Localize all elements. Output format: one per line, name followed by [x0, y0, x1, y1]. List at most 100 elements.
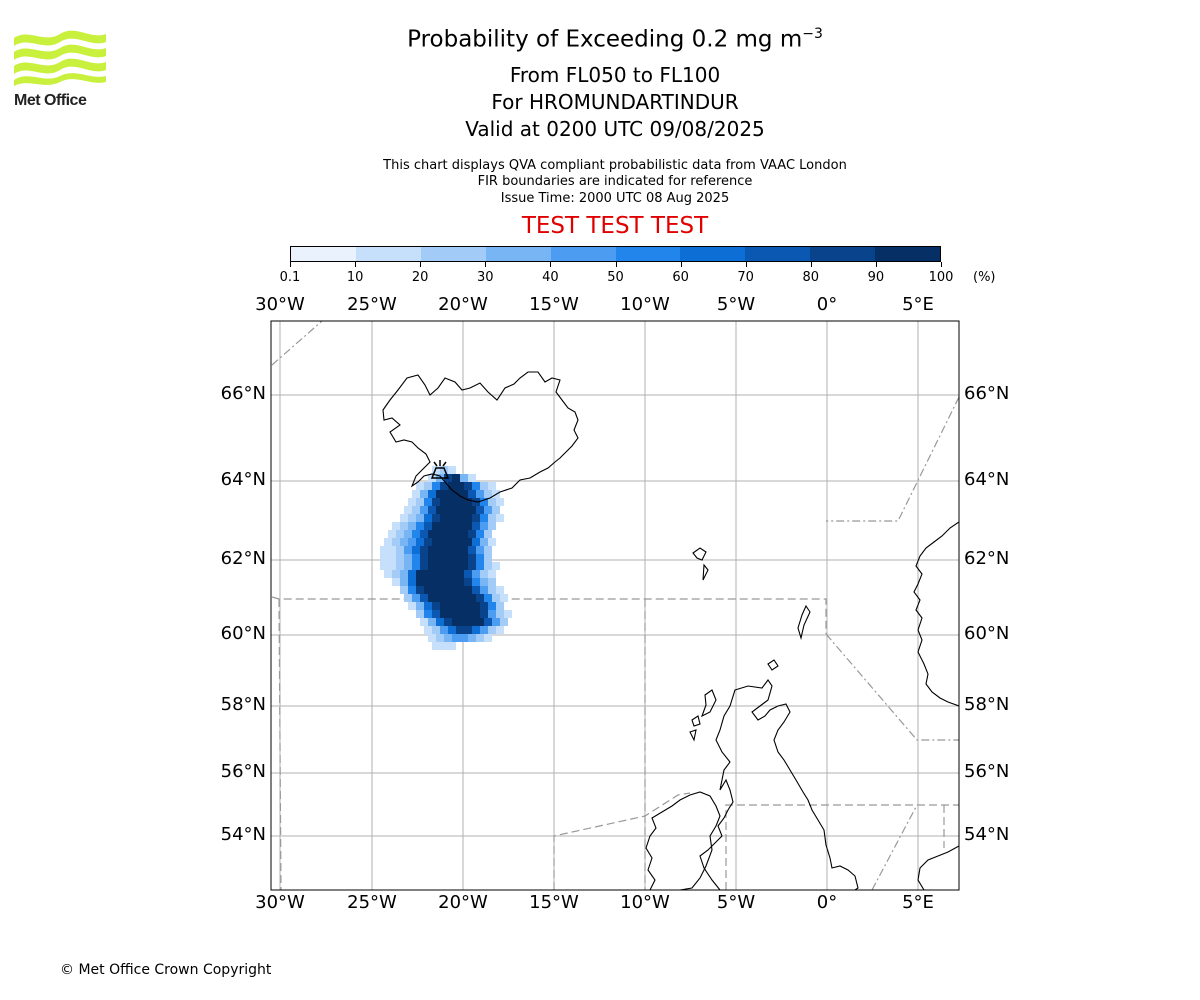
- ash-cell: [392, 578, 400, 586]
- ash-cell: [428, 634, 436, 642]
- ash-cell: [460, 554, 468, 562]
- ash-cell: [444, 562, 452, 570]
- ash-cell: [404, 530, 412, 538]
- colorbar-tick-mark: [290, 262, 291, 267]
- ash-cell: [424, 538, 432, 546]
- gridlines: [271, 321, 959, 890]
- ash-cell: [416, 498, 424, 506]
- ash-cell: [460, 474, 468, 482]
- ash-cell: [432, 602, 440, 610]
- ash-cell: [412, 546, 420, 554]
- ash-cell: [448, 642, 456, 650]
- ash-cell: [472, 482, 480, 490]
- colorbar-segment: [550, 247, 616, 261]
- ash-cell: [440, 522, 448, 530]
- colorbar-tick-mark: [941, 262, 942, 267]
- ash-cell: [472, 610, 480, 618]
- ash-cell: [424, 514, 432, 522]
- ash-cell: [384, 538, 392, 546]
- colorbar-tick-label: 50: [607, 270, 624, 285]
- ash-cell: [476, 530, 484, 538]
- colorbar-tick-mark: [615, 262, 617, 267]
- ash-cell: [404, 562, 412, 570]
- colorbar-segment: [745, 247, 811, 261]
- colorbar-tick-label: 80: [802, 270, 820, 285]
- ash-cell: [416, 538, 424, 546]
- ash-cell: [432, 586, 440, 594]
- ash-cell: [380, 562, 388, 570]
- issue-time: Issue Time: 2000 UTC 08 Aug 2025: [500, 191, 730, 206]
- ash-cell: [424, 570, 432, 578]
- ash-cell: [416, 522, 424, 530]
- ash-cell: [424, 498, 432, 506]
- ash-cell: [432, 538, 440, 546]
- ash-cell: [496, 514, 504, 522]
- colorbar-tick-mark: [810, 262, 812, 267]
- ash-cell: [488, 514, 496, 522]
- ash-cell: [440, 514, 448, 522]
- colorbar-tick-label: 100: [928, 270, 954, 285]
- colorbar-segment: [355, 247, 421, 261]
- test-banner: TEST TEST TEST: [521, 213, 709, 239]
- chart-title: Probability of Exceeding 0.2 mg m−3: [407, 26, 823, 53]
- latitude-label-right: 60°N: [964, 623, 1010, 644]
- ash-cell: [464, 626, 472, 634]
- ash-cell: [432, 610, 440, 618]
- ash-cell: [468, 490, 476, 498]
- longitude-label-top: 20°W: [438, 294, 488, 315]
- ash-cell: [400, 578, 408, 586]
- ash-cell: [476, 490, 484, 498]
- ash-cell: [452, 562, 460, 570]
- ash-cell: [440, 610, 448, 618]
- ash-cell: [448, 514, 456, 522]
- ash-cell: [456, 482, 464, 490]
- ash-cell: [420, 618, 428, 626]
- ash-cell: [388, 546, 396, 554]
- ash-cell: [472, 522, 480, 530]
- ash-cell: [440, 538, 448, 546]
- ash-cell: [432, 522, 440, 530]
- ash-cell: [472, 578, 480, 586]
- colorbar-tick-label: 70: [737, 270, 754, 285]
- ash-cell: [480, 514, 488, 522]
- ash-cell: [492, 506, 500, 514]
- colorbar-tick-label: 10: [346, 270, 364, 285]
- ash-cell: [404, 506, 412, 514]
- ash-cell: [476, 634, 484, 642]
- colorbar-unit: (%): [973, 270, 996, 285]
- ash-cell: [468, 530, 476, 538]
- ash-cell: [464, 578, 472, 586]
- latitude-label-right: 66°N: [964, 383, 1010, 404]
- ash-cell: [468, 618, 476, 626]
- ash-cell: [496, 498, 504, 506]
- ash-cell: [408, 514, 416, 522]
- ash-cell: [496, 626, 504, 634]
- longitude-label-top: 5°W: [716, 294, 756, 315]
- ash-cell: [380, 546, 388, 554]
- ash-cell: [428, 594, 436, 602]
- ash-cell: [416, 586, 424, 594]
- ash-cell: [396, 554, 404, 562]
- ash-cell: [416, 602, 424, 610]
- latitude-label-right: 56°N: [964, 761, 1010, 782]
- ash-cell: [428, 618, 436, 626]
- ash-cell: [464, 538, 472, 546]
- ash-probability-field: [380, 466, 512, 650]
- ash-cell: [480, 578, 488, 586]
- ash-cell: [480, 586, 488, 594]
- ash-cell: [392, 522, 400, 530]
- fir-boundaries: [271, 321, 959, 890]
- ash-cell: [416, 514, 424, 522]
- ash-cell: [476, 554, 484, 562]
- ash-cell: [452, 490, 460, 498]
- ash-cell: [392, 570, 400, 578]
- ash-cell: [412, 530, 420, 538]
- ash-cell: [452, 474, 460, 482]
- ash-cell: [456, 514, 464, 522]
- ash-cell: [444, 506, 452, 514]
- ash-cell: [452, 506, 460, 514]
- ash-cell: [408, 498, 416, 506]
- ash-cell: [476, 546, 484, 554]
- colorbar-tick-mark: [550, 262, 552, 267]
- ash-cell: [468, 474, 476, 482]
